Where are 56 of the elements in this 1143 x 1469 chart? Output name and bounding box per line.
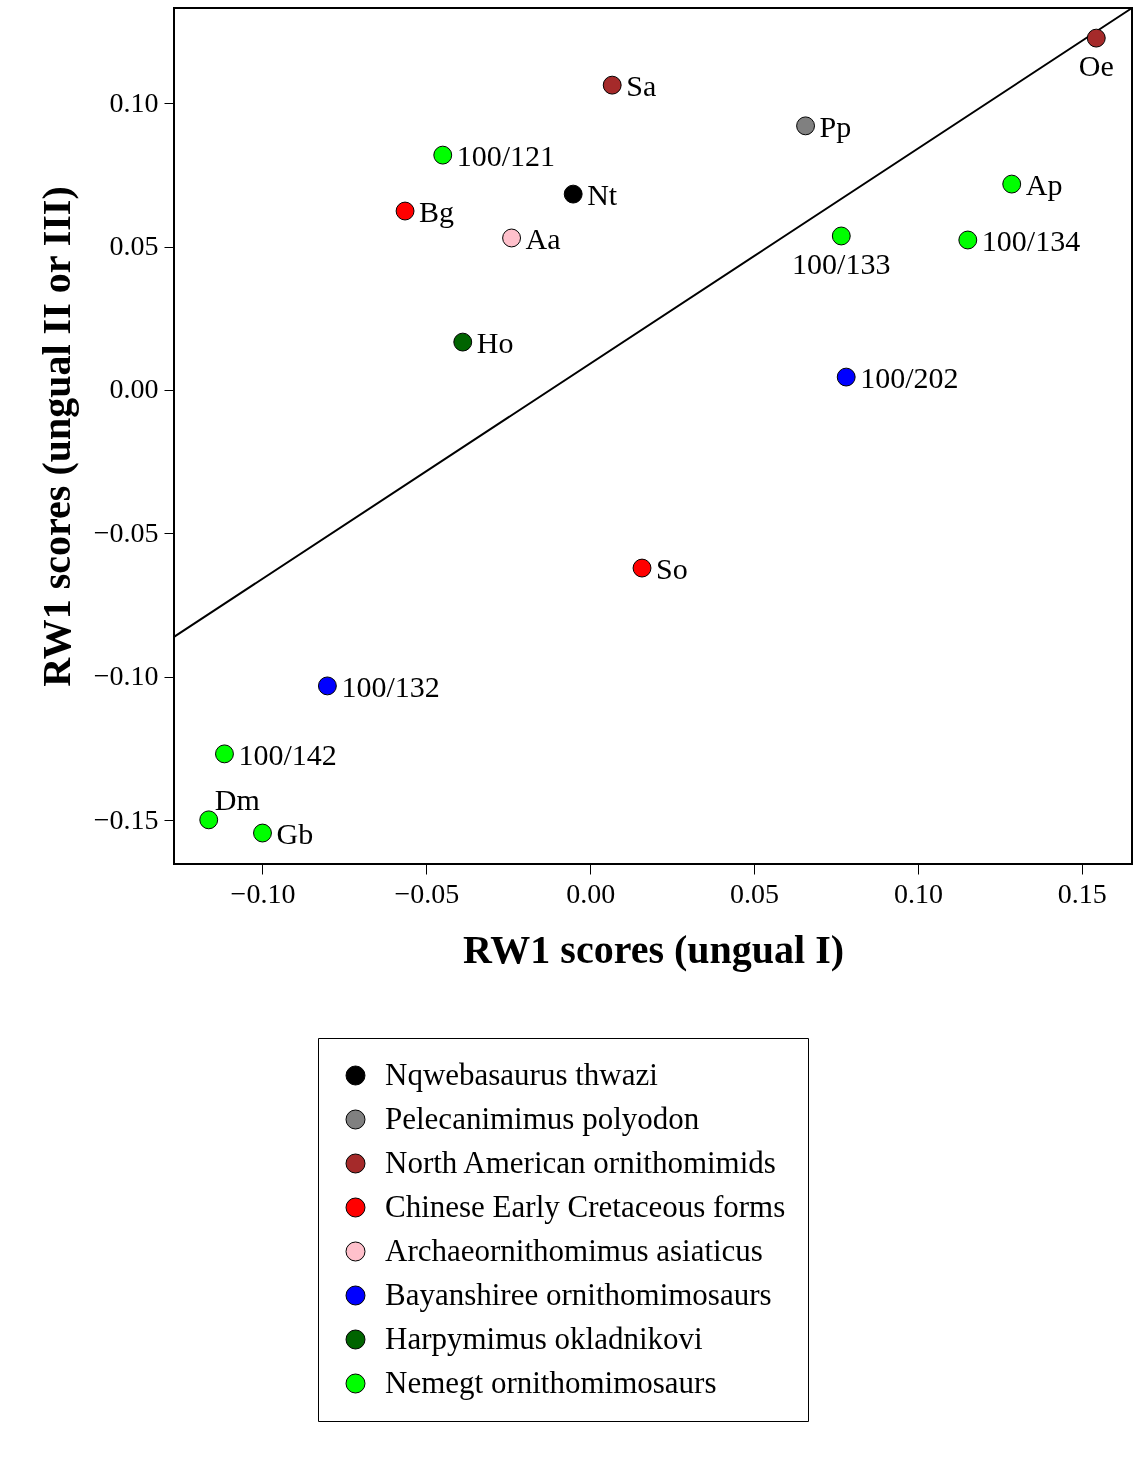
legend-label: Archaeornithomimus asiaticus [385, 1232, 763, 1268]
x-tick-label: 0.05 [730, 877, 780, 909]
point [958, 230, 978, 250]
x-tick-label: 0.00 [566, 877, 616, 909]
point [502, 228, 522, 248]
annotation: Ho [476, 326, 514, 360]
annotation: Gb [276, 817, 314, 851]
y-tick-label: −0.15 [93, 803, 159, 835]
annotation: Bg [419, 195, 455, 229]
annotation: Sa [626, 69, 657, 103]
annotation: 100/142 [238, 737, 337, 771]
annotation: Pp [819, 109, 852, 143]
annotation: 100/133 [792, 246, 891, 280]
legend-label: Nemegt ornithomimosaurs [385, 1364, 717, 1400]
point [632, 558, 652, 578]
y-tick-label: −0.05 [93, 516, 159, 548]
point [831, 226, 851, 246]
legend-label: Chinese Early Cretaceous forms [385, 1188, 786, 1224]
annotation: Nt [587, 178, 618, 212]
x-tick-label: −0.05 [394, 877, 460, 909]
annotation: Dm [214, 782, 260, 816]
annotation: Oe [1078, 49, 1114, 83]
x-tick-label: 0.10 [893, 877, 943, 909]
legend-label: Pelecanimimus polyodon [385, 1100, 700, 1136]
annotation: 100/121 [456, 139, 556, 173]
annotation: 100/134 [981, 223, 1081, 257]
point [602, 75, 622, 95]
annotation: 100/132 [341, 669, 440, 703]
point [1002, 174, 1022, 194]
point [317, 676, 337, 696]
annotation: So [656, 552, 688, 586]
point [199, 810, 219, 830]
point [563, 184, 583, 204]
x-tick-label: −0.10 [230, 877, 296, 909]
point [395, 201, 415, 221]
point [433, 145, 453, 165]
legend-label: Harpymimus okladnikovi [385, 1320, 704, 1356]
legend-label: North American ornithomimids [385, 1144, 776, 1180]
legend-label: Nqwebasaurus thwazi [385, 1056, 659, 1092]
x-tick-label: 0.15 [1057, 877, 1107, 909]
point [453, 332, 473, 352]
annotation: Aa [525, 221, 561, 255]
y-tick-label: −0.10 [93, 660, 159, 692]
x-axis-title: RW1 scores (ungual I) [462, 926, 845, 972]
annotation: Ap [1025, 168, 1063, 202]
point [796, 116, 816, 136]
legend-label: Bayanshiree ornithomimosaurs [385, 1276, 772, 1312]
point [836, 367, 856, 387]
y-tick-label: 0.05 [109, 230, 159, 262]
point [1086, 28, 1106, 48]
annotation: 100/202 [860, 361, 959, 395]
y-tick-label: 0.00 [109, 373, 159, 405]
y-tick-label: 0.10 [109, 86, 159, 118]
point [215, 744, 234, 764]
y-axis-title: RW1 scores (ungual II or III) [33, 186, 79, 687]
point [253, 823, 272, 843]
